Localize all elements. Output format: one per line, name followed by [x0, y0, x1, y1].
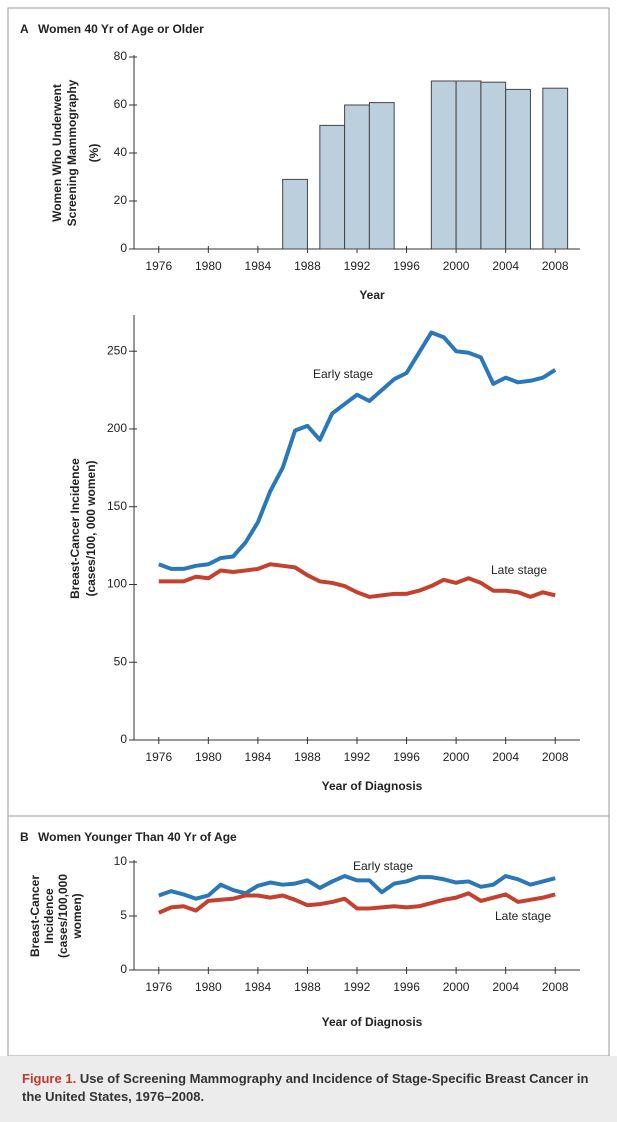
y-axis-label: (cases/100, 000 women)	[84, 460, 98, 596]
x-tick-label: 1976	[145, 259, 172, 273]
y-tick-label: 250	[107, 343, 127, 357]
y-axis-label: (%)	[87, 144, 101, 163]
caption: Figure 1. Use of Screening Mammography a…	[0, 1056, 617, 1122]
x-axis-label: Year of Diagnosis	[322, 1015, 423, 1029]
line-series	[158, 874, 556, 901]
y-tick-label: 150	[107, 499, 127, 513]
x-tick-label: 1996	[393, 259, 420, 273]
x-tick-label: 2000	[443, 980, 470, 994]
y-tick-label: 200	[107, 421, 127, 435]
y-axis-label: Incidence	[42, 888, 56, 944]
chart-title: Women Younger Than 40 Yr of Age	[38, 830, 237, 844]
y-tick-label: 60	[114, 97, 128, 111]
y-axis-label: Women Who Underwent	[50, 84, 64, 222]
x-tick-label: 2008	[542, 750, 569, 764]
x-tick-label: 1980	[195, 750, 222, 764]
panel-label: A	[20, 22, 29, 36]
line-series	[158, 330, 557, 571]
series-label: Early stage	[353, 859, 413, 873]
bar	[542, 87, 569, 250]
bar	[368, 102, 395, 250]
bar	[319, 124, 346, 250]
y-axis-label: (cases/100,000	[56, 874, 70, 958]
series-label: Late stage	[495, 909, 551, 923]
y-tick-label: 10	[114, 854, 128, 868]
panel-b-frame	[7, 815, 610, 1056]
y-tick-label: 0	[120, 241, 127, 255]
x-tick-label: 1980	[195, 980, 222, 994]
bar	[282, 178, 308, 250]
y-tick-label: 20	[114, 193, 128, 207]
x-tick-label: 1996	[393, 980, 420, 994]
y-tick-label: 40	[114, 145, 128, 159]
x-tick-label: 2004	[492, 259, 519, 273]
x-tick-label: 1984	[245, 750, 272, 764]
x-axis-label: Year of Diagnosis	[322, 779, 423, 793]
caption-label: Figure 1.	[22, 1071, 77, 1086]
series-label: Early stage	[313, 367, 373, 381]
x-tick-label: 2008	[542, 259, 569, 273]
line-series	[157, 891, 556, 915]
y-axis-label: women)	[70, 893, 84, 939]
y-axis-label: Screening Mammography	[65, 79, 79, 226]
x-tick-label: 1984	[245, 980, 272, 994]
figure: A Women 40 Yr of Age or Older 0 20 40 60 80 197…	[7, 7, 610, 1056]
x-tick-label: 1992	[344, 750, 371, 764]
bar	[430, 80, 457, 250]
chart-title: Women 40 Yr of Age or Older	[38, 22, 204, 36]
caption-text: Use of Screening Mammography and Inciden…	[22, 1071, 589, 1104]
line-series	[158, 562, 556, 599]
x-tick-label: 1980	[195, 259, 222, 273]
x-tick-label: 1976	[145, 980, 172, 994]
y-axis-label: Breast-Cancer Incidence	[68, 458, 82, 599]
x-tick-label: 2004	[492, 980, 519, 994]
x-tick-label: 1992	[344, 259, 371, 273]
x-tick-label: 2004	[492, 750, 519, 764]
x-tick-label: 1988	[294, 750, 321, 764]
panel-label: B	[20, 830, 29, 844]
bar	[480, 81, 507, 250]
x-tick-label: 1988	[294, 980, 321, 994]
y-tick-label: 0	[120, 732, 127, 746]
x-axis-label: Year	[359, 288, 385, 302]
x-tick-label: 1996	[393, 750, 420, 764]
bar	[344, 104, 370, 250]
bar	[505, 88, 531, 250]
x-tick-label: 2000	[443, 750, 470, 764]
y-tick-label: 5	[120, 908, 127, 922]
x-tick-label: 1988	[294, 259, 321, 273]
x-tick-label: 2008	[542, 980, 569, 994]
y-axis-label: Breast-Cancer	[28, 875, 42, 957]
bar	[455, 80, 482, 250]
y-tick-label: 50	[114, 654, 128, 668]
x-tick-label: 1992	[344, 980, 371, 994]
y-tick-label: 80	[114, 49, 128, 63]
y-tick-label: 100	[107, 577, 127, 591]
x-tick-label: 1984	[245, 259, 272, 273]
series-label: Late stage	[491, 563, 547, 577]
x-tick-label: 1976	[145, 750, 172, 764]
x-tick-label: 2000	[443, 259, 470, 273]
y-tick-label: 0	[120, 962, 127, 976]
